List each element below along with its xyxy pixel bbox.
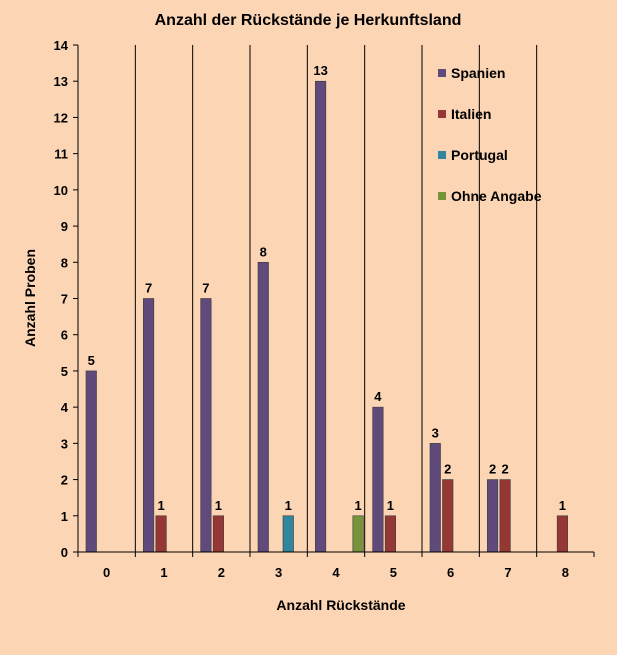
y-tick-label: 14 xyxy=(54,38,69,53)
y-tick-label: 0 xyxy=(61,545,68,560)
x-tick-label: 5 xyxy=(390,565,397,580)
y-tick-label: 9 xyxy=(61,219,68,234)
bar-portugal-3 xyxy=(282,515,294,553)
legend: Spanien Italien Portugal Ohne Angabe xyxy=(438,65,542,204)
data-label: 1 xyxy=(354,498,361,513)
legend-swatch xyxy=(438,192,446,200)
x-tick-label: 8 xyxy=(562,565,569,580)
bar-spanien-5 xyxy=(372,406,384,553)
legend-swatch xyxy=(438,110,446,118)
bar-spanien-1 xyxy=(143,298,155,553)
grid-lines xyxy=(134,45,538,552)
data-label: 13 xyxy=(313,63,327,78)
data-label: 2 xyxy=(444,462,451,477)
bar-ohne-angabe-4 xyxy=(352,515,364,553)
data-label: 1 xyxy=(285,498,292,513)
y-tick-label: 11 xyxy=(54,147,68,162)
y-tick-label: 5 xyxy=(61,364,68,379)
data-label: 4 xyxy=(374,389,382,404)
y-tick-label: 3 xyxy=(61,436,68,451)
x-tick-label: 1 xyxy=(160,565,167,580)
data-label: 2 xyxy=(489,462,496,477)
bar-italien-8 xyxy=(556,515,568,553)
legend-label: Spanien xyxy=(451,65,505,81)
y-tick-label: 4 xyxy=(61,400,69,415)
y-tick-label: 12 xyxy=(54,110,68,125)
data-label: 1 xyxy=(215,498,222,513)
bar-spanien-7 xyxy=(487,479,499,553)
data-label: 8 xyxy=(260,244,267,259)
x-tick-label: 4 xyxy=(332,565,340,580)
x-tick-label: 6 xyxy=(447,565,454,580)
bar-spanien-6 xyxy=(429,443,441,553)
bar-italien-7 xyxy=(499,479,511,553)
data-label: 1 xyxy=(387,498,394,513)
chart-title: Anzahl der Rückstände je Herkunftsland xyxy=(155,12,462,29)
legend-swatch xyxy=(438,151,446,159)
x-tick-label: 2 xyxy=(218,565,225,580)
y-axis-title: Anzahl Proben xyxy=(22,249,38,347)
legend-item-portugal: Portugal xyxy=(438,147,508,163)
data-label: 1 xyxy=(559,498,566,513)
legend-swatch xyxy=(438,69,446,77)
legend-item-spanien: Spanien xyxy=(438,65,505,81)
bar-spanien-4 xyxy=(315,80,327,553)
bar-italien-5 xyxy=(384,515,396,553)
data-label: 3 xyxy=(432,425,439,440)
x-tick-label: 3 xyxy=(275,565,282,580)
legend-item-ohne-angabe: Ohne Angabe xyxy=(438,188,542,204)
axes xyxy=(73,44,595,557)
bar-spanien-2 xyxy=(200,298,212,553)
bar-italien-6 xyxy=(442,479,454,553)
data-label: 7 xyxy=(202,281,209,296)
data-label: 2 xyxy=(501,462,508,477)
bar-italien-1 xyxy=(155,515,167,553)
y-tick-label: 1 xyxy=(61,509,68,524)
x-tick-label: 7 xyxy=(504,565,511,580)
y-tick-label: 8 xyxy=(61,255,68,270)
bar-spanien-0 xyxy=(85,370,97,553)
y-tick-label: 7 xyxy=(61,292,68,307)
x-tick-label: 0 xyxy=(103,565,110,580)
plot-area xyxy=(78,45,594,552)
y-tick-label: 13 xyxy=(54,74,68,89)
y-tick-label: 2 xyxy=(61,473,68,488)
x-axis-title: Anzahl Rückstände xyxy=(276,597,405,613)
legend-label: Portugal xyxy=(451,147,508,163)
bar-spanien-3 xyxy=(257,261,269,553)
legend-item-italien: Italien xyxy=(438,106,491,122)
data-label: 7 xyxy=(145,281,152,296)
bar-italien-2 xyxy=(212,515,224,553)
data-label: 1 xyxy=(157,498,164,513)
legend-label: Ohne Angabe xyxy=(451,188,542,204)
data-label: 5 xyxy=(88,353,95,368)
legend-label: Italien xyxy=(451,106,491,122)
y-tick-label: 10 xyxy=(54,183,68,198)
y-tick-label: 6 xyxy=(61,328,68,343)
